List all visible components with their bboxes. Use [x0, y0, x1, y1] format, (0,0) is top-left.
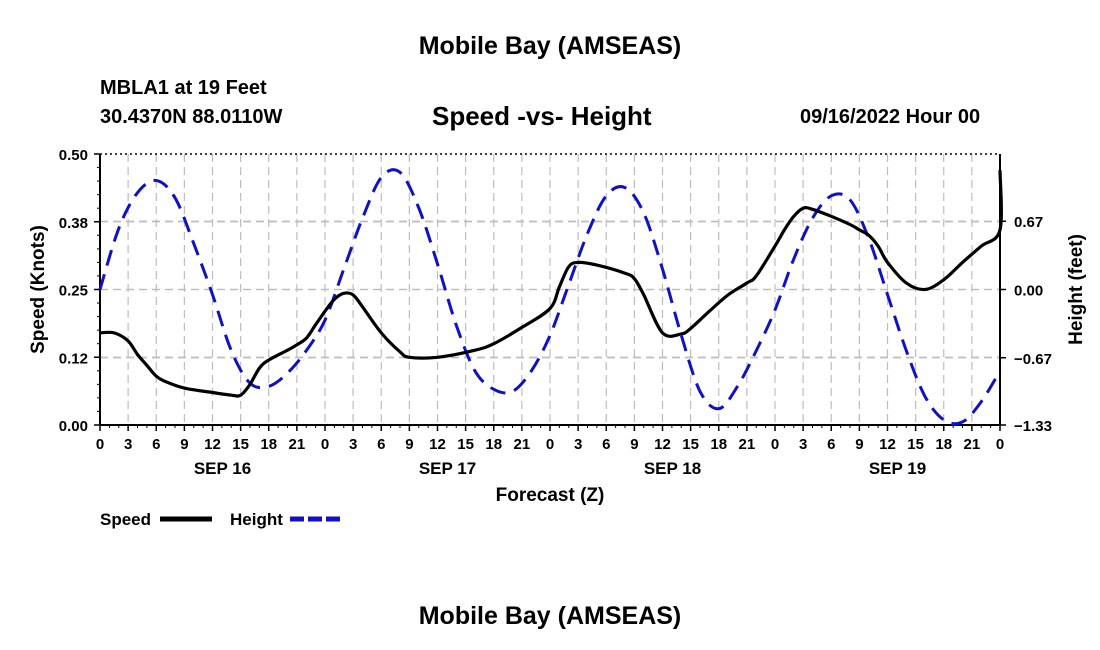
- x-tick-label: 0: [996, 436, 1004, 453]
- day-label: SEP 18: [644, 459, 701, 478]
- x-tick-label: 6: [377, 436, 385, 453]
- x-tick-label: 21: [739, 436, 756, 453]
- day-label: SEP 19: [869, 459, 926, 478]
- x-tick-label: 21: [964, 436, 981, 453]
- x-tick-label: 0: [546, 436, 554, 453]
- x-tick-label: 12: [879, 436, 896, 453]
- y2-tick-label: −0.67: [1014, 351, 1052, 368]
- x-tick-label: 6: [152, 436, 160, 453]
- x-tick-label: 21: [514, 436, 531, 453]
- forecast-run-time: 09/16/2022 Hour 00: [800, 106, 981, 128]
- x-tick-label: 0: [771, 436, 779, 453]
- page-title: Mobile Bay (AMSEAS): [418, 32, 682, 60]
- footer-title: Mobile Bay (AMSEAS): [418, 602, 682, 630]
- x-tick-label: 6: [602, 436, 610, 453]
- x-axis-title: Forecast (Z): [496, 485, 605, 506]
- legend-speed-label: Speed: [100, 510, 151, 529]
- x-tick-label: 3: [799, 436, 807, 453]
- speed-series-line: [99, 170, 1003, 398]
- x-tick-label: 9: [630, 436, 638, 453]
- x-tick-label: 3: [349, 436, 357, 453]
- x-tick-label: 12: [429, 436, 446, 453]
- x-tick-label: 15: [682, 436, 699, 453]
- y-tick-label: 0.50: [59, 147, 88, 164]
- speed-height-chart: 0 3 6 9 12 15 18 21 0 3 6 9 12 15 18 21 0 3 6 9 12 15 18 21 0 3 6 9…: [28, 147, 1087, 529]
- legend-height-label: Height: [230, 510, 283, 529]
- y-tick-label: 0.12: [59, 350, 88, 367]
- y2-tick-label: 0.67: [1014, 214, 1043, 231]
- x-tick-label: 15: [907, 436, 924, 453]
- day-label: SEP 16: [194, 459, 251, 478]
- station-coords: 30.4370N 88.0110W: [100, 106, 283, 128]
- y2-tick-label: 0.00: [1014, 283, 1043, 300]
- y-tick-label: 0.25: [59, 283, 88, 300]
- x-tick-label: 9: [405, 436, 413, 453]
- x-tick-label: 15: [457, 436, 474, 453]
- day-label: SEP 17: [419, 459, 476, 478]
- y2-tick-label: −1.33: [1014, 418, 1052, 435]
- x-tick-label: 21: [289, 436, 306, 453]
- x-tick-label: 3: [574, 436, 582, 453]
- y2-axis-title: Height (feet): [1066, 234, 1087, 345]
- y-tick-label: 0.38: [59, 215, 88, 232]
- x-tick-label: 9: [180, 436, 188, 453]
- x-tick-label: 0: [96, 436, 104, 453]
- x-tick-label: 15: [232, 436, 249, 453]
- x-tick-label: 12: [204, 436, 221, 453]
- station-label: MBLA1 at 19 Feet: [100, 77, 267, 99]
- x-tick-label: 9: [855, 436, 863, 453]
- x-tick-label: 12: [654, 436, 671, 453]
- x-tick-label: 18: [485, 436, 502, 453]
- x-tick-label: 18: [935, 436, 952, 453]
- x-tick-label: 18: [260, 436, 277, 453]
- x-tick-label: 6: [827, 436, 835, 453]
- x-tick-label: 0: [321, 436, 329, 453]
- chart-title: Speed -vs- Height: [432, 101, 652, 131]
- y-tick-label: 0.00: [59, 418, 88, 435]
- x-tick-label: 18: [710, 436, 727, 453]
- x-tick-label: 3: [124, 436, 132, 453]
- y-axis-title: Speed (Knots): [28, 225, 49, 354]
